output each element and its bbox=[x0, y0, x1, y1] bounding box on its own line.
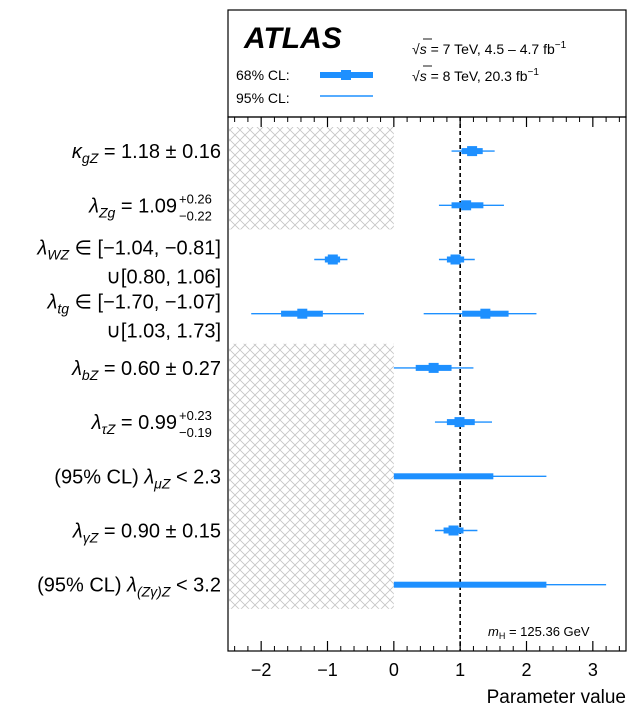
parameter-subscript: bZ bbox=[82, 367, 99, 383]
header-box bbox=[227, 9, 627, 118]
energy-label-7tev: √s = 7 TeV, 4.5 – 4.7 fb−1 bbox=[412, 40, 567, 57]
energy-labels: √s = 7 TeV, 4.5 – 4.7 fb−1 √s = 8 TeV, 2… bbox=[412, 38, 567, 84]
hatched-region-0 bbox=[229, 127, 394, 230]
parameter-subscript: gZ bbox=[82, 150, 99, 166]
parameter-label: (95% CL) λ(Zγ)Z < 3.2 bbox=[37, 575, 221, 600]
parameter-label: (95% CL) λμZ < 2.3 bbox=[54, 466, 221, 491]
parameter-label: λbZ = 0.60 ± 0.27 bbox=[71, 358, 221, 383]
parameter-subscript: tg bbox=[57, 301, 69, 317]
parameter-symbol: λ bbox=[88, 195, 99, 217]
x-axis-label: Parameter value bbox=[487, 687, 626, 706]
minor-ticks bbox=[234, 117, 620, 651]
x-axis-tick-labels: −2 −1 0 1 2 3 bbox=[251, 660, 598, 680]
hatched-region-1 bbox=[229, 343, 394, 609]
atlas-logo: ATLAS bbox=[243, 22, 342, 55]
mass-annotation: mH = 125.36 GeV bbox=[488, 624, 590, 641]
parameter-symbol: λ bbox=[72, 521, 83, 543]
parameter-symbol: λ bbox=[36, 238, 47, 260]
parameter-value: ∈ [−1.70, −1.07] bbox=[69, 292, 221, 314]
tick-label: −2 bbox=[251, 660, 272, 680]
tick-label: 3 bbox=[588, 660, 598, 680]
tick-label: −1 bbox=[317, 660, 338, 680]
parameter-label: λZg = 1.09 bbox=[88, 195, 177, 220]
central-marker bbox=[454, 417, 465, 428]
parameter-value: = 1.09 bbox=[115, 195, 177, 217]
legend-68-marker bbox=[341, 70, 351, 80]
parameter-symbol: λ bbox=[143, 466, 154, 488]
parameter-value: < 2.3 bbox=[170, 466, 221, 488]
error-up: +0.23 bbox=[179, 408, 212, 423]
central-marker bbox=[448, 525, 459, 536]
central-marker bbox=[467, 146, 478, 157]
x-axis-ticks bbox=[260, 117, 594, 651]
parameter-subscript: Zg bbox=[98, 204, 116, 220]
cl68-bar bbox=[393, 581, 547, 588]
plot-frame bbox=[227, 116, 627, 652]
parameter-subscript: WZ bbox=[47, 247, 69, 263]
energy-label-8tev: √s = 8 TeV, 20.3 fb−1 bbox=[412, 67, 539, 84]
parameter-label-line2: ∪[1.03, 1.73] bbox=[106, 321, 221, 343]
parameter-label: λγZ = 0.90 ± 0.15 bbox=[72, 521, 221, 546]
hatched-regions bbox=[229, 127, 394, 609]
parameter-subscript: μZ bbox=[153, 475, 171, 491]
legend: 68% CL: 95% CL: bbox=[236, 67, 373, 106]
tick-label: 1 bbox=[455, 660, 465, 680]
cl68-bar bbox=[393, 473, 494, 480]
parameter-value: = 0.99 bbox=[115, 412, 177, 434]
parameter-value: = 1.18 ± 0.16 bbox=[98, 141, 221, 163]
parameter-symbol: λ bbox=[71, 358, 82, 380]
parameter-symbol: λ bbox=[126, 575, 137, 597]
parameter-label: λtg ∈ [−1.70, −1.07] bbox=[46, 292, 221, 317]
confidence-intervals bbox=[251, 146, 607, 588]
error-up: +0.26 bbox=[179, 191, 212, 206]
central-marker bbox=[428, 362, 439, 373]
error-down: −0.19 bbox=[179, 425, 212, 440]
central-marker bbox=[461, 200, 472, 211]
central-marker bbox=[327, 254, 338, 265]
legend-label-68: 68% CL: bbox=[236, 67, 290, 83]
cl-prefix: (95% CL) bbox=[37, 575, 127, 597]
parameter-symbol: λ bbox=[46, 292, 57, 314]
parameter-label: λWZ ∈ [−1.04, −0.81] bbox=[36, 238, 221, 263]
tick-label: 0 bbox=[389, 660, 399, 680]
error-down: −0.22 bbox=[179, 208, 212, 223]
central-marker bbox=[297, 308, 308, 319]
tick-label: 2 bbox=[521, 660, 531, 680]
parameter-symbol: λ bbox=[91, 412, 102, 434]
parameter-value: ∈ [−1.04, −0.81] bbox=[69, 238, 221, 260]
parameter-label: λτZ = 0.99 bbox=[91, 412, 177, 437]
central-marker bbox=[480, 308, 491, 319]
parameter-label: κgZ = 1.18 ± 0.16 bbox=[72, 141, 221, 166]
legend-label-95: 95% CL: bbox=[236, 90, 290, 106]
parameter-label-line2: ∪[0.80, 1.06] bbox=[106, 267, 221, 289]
parameter-value: = 0.60 ± 0.27 bbox=[98, 358, 221, 380]
parameter-value: < 3.2 bbox=[170, 575, 221, 597]
parameter-subscript: τZ bbox=[101, 421, 115, 437]
parameter-subscript: γZ bbox=[83, 530, 99, 546]
cl-prefix: (95% CL) bbox=[54, 466, 144, 488]
parameter-subscript: (Zγ)Z bbox=[137, 584, 171, 600]
parameter-symbol: κ bbox=[72, 141, 83, 163]
parameter-value: = 0.90 ± 0.15 bbox=[98, 521, 221, 543]
central-marker bbox=[450, 254, 461, 265]
